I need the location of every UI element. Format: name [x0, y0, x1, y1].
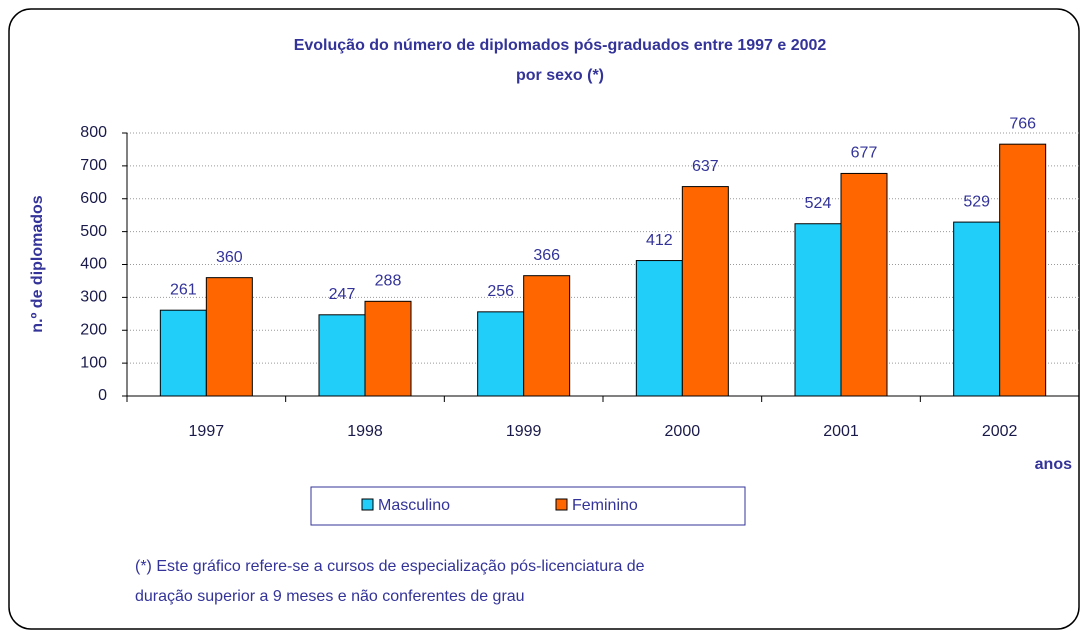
y-tick-label: 400 — [80, 256, 107, 273]
value-label: 288 — [375, 273, 402, 290]
x-tick-label: 2001 — [823, 423, 859, 440]
value-label: 256 — [487, 283, 514, 300]
x-tick-label: 1998 — [347, 423, 383, 440]
legend-label: Masculino — [378, 497, 450, 514]
y-tick-label: 800 — [80, 124, 107, 141]
note: duração superior a 9 meses e não confere… — [135, 588, 525, 605]
y-tick-label: 600 — [80, 190, 107, 207]
x-tick-label: 1997 — [189, 423, 225, 440]
value-label: 261 — [170, 281, 197, 298]
bar — [840, 172, 888, 397]
value-label: 412 — [646, 232, 673, 249]
x-tick-label: 2000 — [665, 423, 701, 440]
bar — [999, 143, 1047, 397]
bar — [681, 186, 729, 397]
bar — [318, 314, 366, 397]
value-label: 637 — [692, 158, 719, 175]
value-label: 366 — [533, 247, 560, 264]
legend-swatch — [361, 498, 374, 511]
bar — [953, 221, 1001, 397]
y-tick-label: 200 — [80, 321, 107, 338]
value-label: 677 — [851, 145, 878, 162]
y-tick-label: 0 — [98, 387, 107, 404]
y-tick-label: 100 — [80, 354, 107, 371]
chart-title: Evolução do número de diplomados pós-gra… — [294, 37, 827, 54]
y-tick-label: 300 — [80, 289, 107, 306]
value-label: 529 — [963, 193, 990, 210]
legend-swatch — [555, 498, 568, 511]
x-axis-label: anos — [1035, 456, 1072, 473]
value-label: 766 — [1009, 115, 1036, 132]
bar — [635, 260, 683, 397]
chart-subtitle: por sexo (*) — [516, 67, 604, 84]
legend-label: Feminino — [572, 497, 638, 514]
bar — [477, 311, 525, 397]
bar — [205, 277, 253, 397]
bar — [364, 300, 412, 397]
y-tick-label: 700 — [80, 157, 107, 174]
bar — [159, 309, 207, 397]
legend-box — [310, 486, 746, 526]
y-tick-label: 500 — [80, 223, 107, 240]
bar — [794, 223, 842, 397]
value-label: 247 — [329, 286, 356, 303]
value-label: 524 — [805, 195, 832, 212]
note: (*) Este gráfico refere-se a cursos de e… — [135, 558, 645, 575]
y-axis-label: n.º de diplomados — [29, 195, 46, 333]
bar — [523, 275, 571, 397]
value-label: 360 — [216, 249, 243, 266]
x-tick-label: 1999 — [506, 423, 542, 440]
x-tick-label: 2002 — [982, 423, 1018, 440]
